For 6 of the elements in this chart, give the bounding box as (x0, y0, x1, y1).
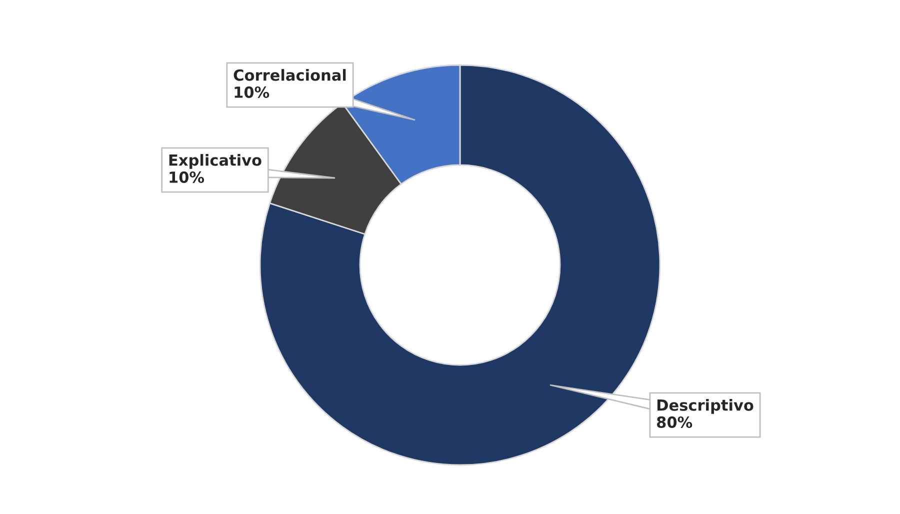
data-label: 80% (656, 416, 692, 428)
data-label: 10% (170, 171, 204, 183)
slice-label: Descriptivo (657, 399, 754, 414)
slice-label: Explicativo (169, 154, 262, 169)
data-label: 10% (234, 86, 270, 98)
slice-label: Correlacional (234, 69, 346, 81)
